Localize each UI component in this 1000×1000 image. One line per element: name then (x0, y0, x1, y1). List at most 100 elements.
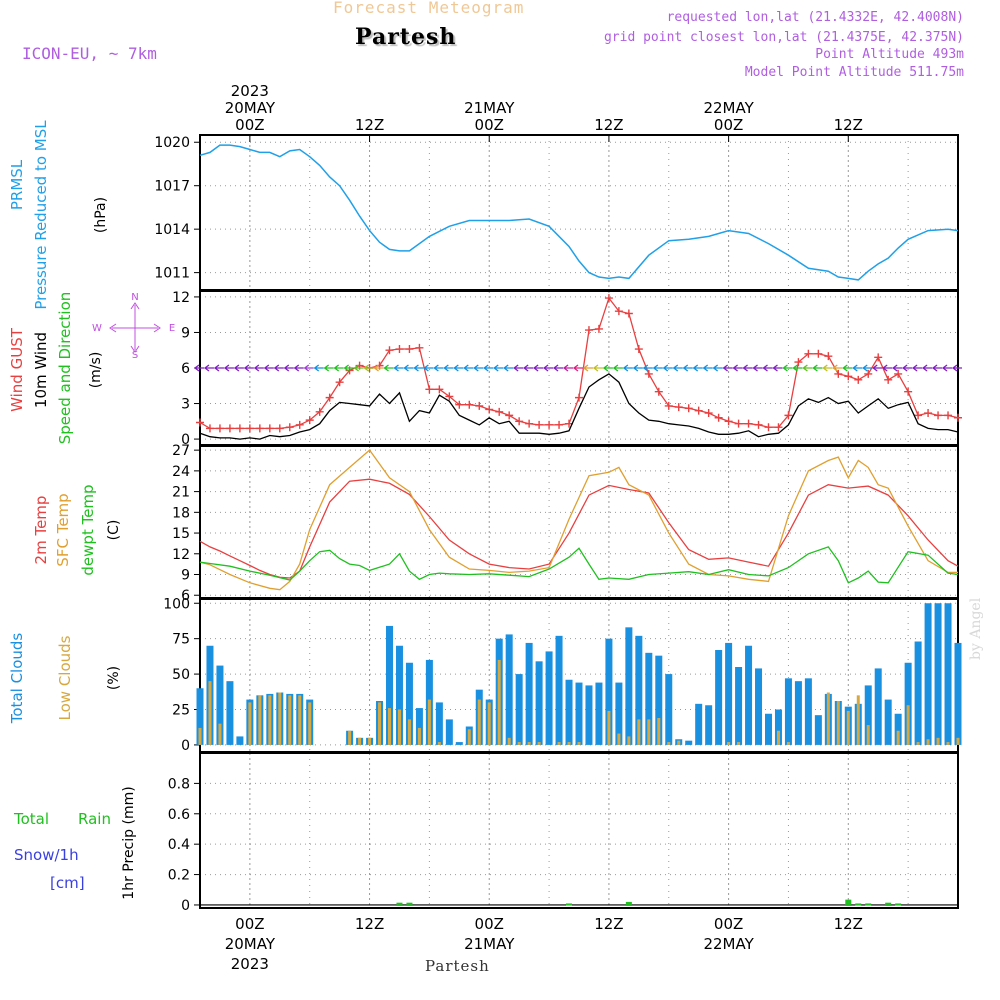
gust-marker (814, 349, 823, 358)
wind-direction-arrow (822, 364, 833, 372)
temp-label: 2m Temp (32, 496, 50, 565)
low-cloud-bar (946, 742, 950, 745)
precip-ytick-label: 0.8 (168, 776, 190, 792)
wind-direction-arrow (672, 364, 683, 372)
gust-marker (724, 417, 733, 426)
wind-direction-arrow (592, 364, 603, 372)
total-cloud-bar (445, 719, 453, 745)
low-cloud-bar (497, 659, 501, 745)
wind-direction-arrow (303, 364, 314, 372)
gust-marker (674, 403, 683, 412)
low-cloud-bar (368, 737, 372, 745)
total-cloud-bar (755, 668, 763, 745)
wind-direction-arrow (363, 364, 374, 372)
precip-frame (199, 752, 959, 909)
total-cloud-bar (685, 740, 693, 745)
total-cloud-bar (386, 625, 393, 745)
top-time-label: 00Z (714, 116, 743, 134)
top-time-label: 00Z (235, 116, 264, 134)
low-cloud-bar (637, 719, 641, 745)
gust-marker (425, 385, 434, 394)
wind-ytick-label: 9 (181, 325, 190, 341)
clouds-ytick-label: 25 (172, 703, 190, 719)
gust-marker (245, 424, 254, 433)
wind-unit: (m/s) (88, 352, 104, 389)
wind-direction-arrow (243, 364, 254, 372)
chart-subtitle: Forecast Meteogram (333, 0, 525, 17)
gust-marker (445, 392, 454, 401)
low-cloud-bar (537, 742, 541, 745)
wind-direction-arrow (393, 364, 404, 372)
total-cloud-bar (784, 678, 792, 745)
total-cloud-bar (715, 650, 723, 745)
total-cloud-bar (804, 678, 812, 745)
wind-direction-arrow (622, 364, 633, 372)
low-cloud-bar (657, 718, 661, 745)
total-cloud-bar (585, 685, 593, 745)
low-cloud-bar (288, 695, 292, 745)
rain-label: Rain (78, 810, 111, 828)
gust-marker (515, 417, 524, 426)
gust-marker (485, 405, 494, 414)
gust-marker (664, 401, 673, 410)
top-time-label: 21MAY (464, 99, 515, 117)
model-altitude: Model Point Altitude 511.75m (744, 65, 964, 80)
wind-direction-arrow (293, 364, 304, 372)
wind-direction-arrow (443, 364, 454, 372)
low-cloud-bar (348, 730, 352, 745)
gust-marker (555, 420, 564, 429)
clouds-ytick-label: 50 (172, 667, 190, 683)
gust-marker (614, 307, 623, 316)
gust-marker (824, 352, 833, 361)
top-time-label: 12Z (355, 116, 384, 134)
total-cloud-bar (196, 688, 204, 745)
top-time-label: 22MAY (703, 99, 754, 117)
wind-direction-arrow (582, 364, 593, 372)
wind-direction-arrow (951, 364, 962, 372)
gust-marker (684, 404, 693, 413)
total-cloud-bar (615, 682, 623, 745)
compass-w: W (92, 323, 102, 334)
wind-direction-arrow (812, 364, 823, 372)
total-cloud-bar (515, 674, 523, 745)
low-cloud-bar (727, 742, 731, 745)
wind-direction-arrow (552, 364, 564, 372)
total-cloud-bar (794, 681, 802, 745)
total-cloud-bar (625, 627, 633, 745)
wind-direction-arrow (203, 364, 214, 372)
precip-ytick-label: 0 (181, 898, 190, 914)
rain-bar (566, 903, 573, 906)
gust-marker (774, 423, 783, 432)
dewpt-label: dewpt Temp (79, 484, 97, 575)
wind-direction-arrow (223, 364, 234, 372)
gust-marker (804, 349, 813, 358)
compass-e: E (169, 323, 175, 334)
footer-place: Partesh (425, 957, 490, 975)
wind-direction-arrow (323, 364, 334, 372)
pressure-line (199, 144, 959, 281)
low-cloud-bar (557, 742, 561, 745)
wind-direction-arrow (931, 364, 943, 372)
wind-direction-arrow (493, 364, 504, 372)
low-cloud-bar (826, 692, 830, 745)
wind-direction-arrow (941, 364, 953, 372)
low-cloud-bar (437, 742, 441, 745)
low-cloud-bar (836, 701, 840, 745)
temperature-ytick-label: 27 (172, 443, 190, 459)
total-cloud-bar (745, 645, 753, 745)
wind-direction-arrow (373, 364, 384, 372)
wind-direction-arrow (882, 364, 893, 372)
total-cloud-bar (505, 634, 513, 745)
temperature-line (199, 546, 959, 584)
gust-marker (584, 326, 593, 335)
wind-direction-arrow (712, 364, 723, 372)
low-cloud-bar (577, 742, 581, 745)
temperature-line (199, 478, 959, 579)
total-cloud-bar (954, 642, 962, 745)
gust-marker (495, 407, 504, 416)
top-time-label: 2023 (231, 82, 269, 100)
bottom-time-label: 22MAY (703, 935, 754, 953)
gust-marker (844, 372, 853, 381)
temperature-line (199, 449, 958, 591)
grid-point-coords: grid point closest lon,lat (21.4375E, 42… (603, 30, 964, 45)
